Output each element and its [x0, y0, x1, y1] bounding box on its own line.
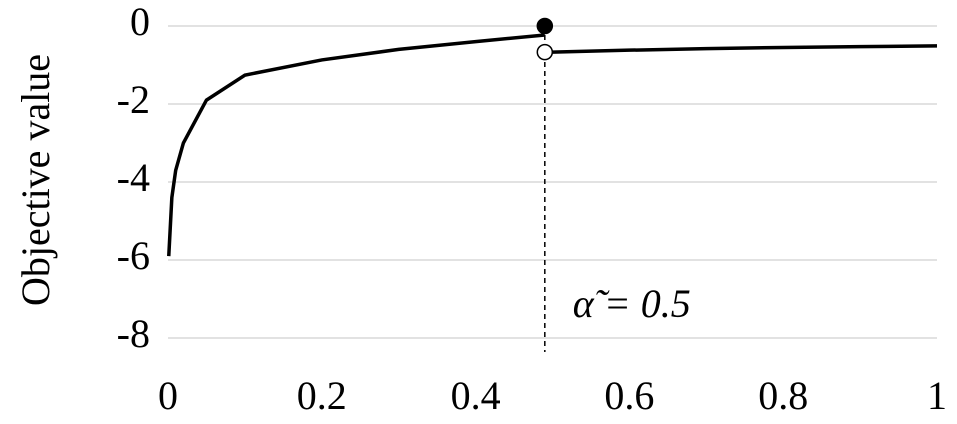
point	[536, 43, 554, 61]
point	[536, 17, 554, 35]
x-tick-label: 0.4	[451, 373, 501, 418]
annotation: α̃ = 0.5	[573, 281, 691, 326]
x-tick-label: 0.6	[604, 373, 654, 418]
line-series	[552, 44, 938, 54]
y-tick-label: -2	[117, 77, 150, 122]
y-axis-label: Objective value	[13, 54, 58, 306]
y-tick-label: -8	[117, 311, 150, 356]
y-tick-label: -6	[117, 233, 150, 278]
x-tick-label: 0	[158, 373, 178, 418]
y-tick-label: 0	[130, 0, 150, 44]
y-tick-label: -4	[117, 155, 150, 200]
x-tick-label: 0.2	[297, 373, 347, 418]
line-series	[167, 33, 545, 257]
x-tick-label: 1	[927, 373, 947, 418]
x-tick-label: 0.8	[758, 373, 808, 418]
